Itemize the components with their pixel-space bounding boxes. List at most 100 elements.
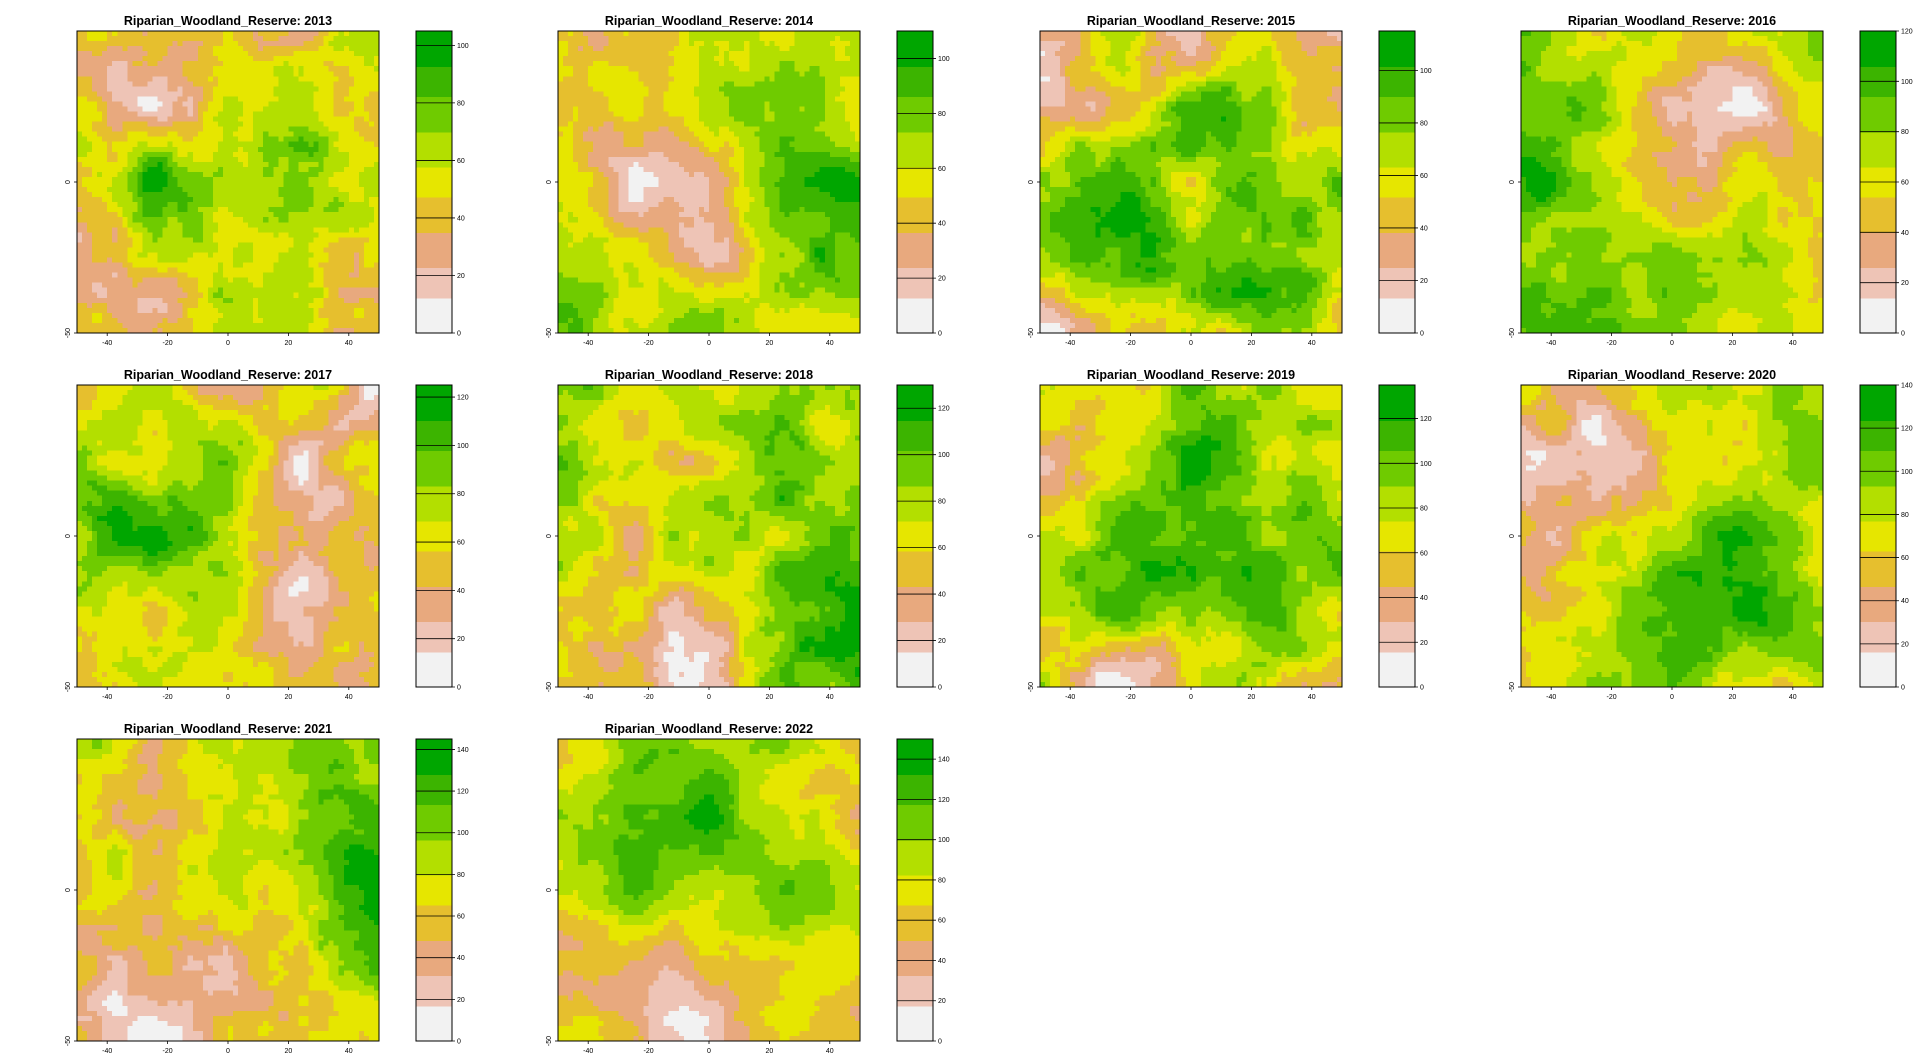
- raster-cell: [618, 106, 625, 113]
- raster-cell: [258, 66, 264, 72]
- raster-cell: [293, 91, 300, 98]
- raster-cell: [273, 322, 279, 329]
- raster-cell: [744, 56, 750, 62]
- raster-cell: [573, 56, 579, 62]
- raster-cell: [142, 146, 149, 153]
- raster-cell: [92, 161, 98, 168]
- raster-cell: [97, 262, 103, 269]
- raster-cell: [117, 307, 123, 314]
- raster-cell: [92, 307, 98, 314]
- raster-cell: [137, 91, 144, 98]
- raster-cell: [217, 66, 224, 72]
- raster-cell: [167, 317, 174, 324]
- raster-cell: [373, 232, 380, 238]
- raster-cell: [202, 182, 209, 188]
- raster-cell: [573, 106, 579, 113]
- raster-cell: [593, 91, 599, 98]
- raster-cell: [313, 317, 320, 324]
- raster-cell: [263, 242, 269, 249]
- raster-cell: [799, 111, 806, 118]
- raster-cell: [278, 166, 284, 173]
- raster-cell: [849, 121, 856, 128]
- raster-cell: [719, 96, 725, 103]
- raster-cell: [323, 106, 330, 113]
- raster-cell: [663, 66, 670, 72]
- raster-cell: [187, 257, 194, 264]
- raster-cell: [278, 197, 284, 203]
- raster-cell: [804, 101, 811, 108]
- raster-cell: [273, 131, 279, 138]
- raster-cell: [799, 131, 806, 138]
- raster-cell: [202, 247, 209, 254]
- raster-cell: [157, 76, 164, 82]
- raster-cell: [323, 277, 330, 284]
- raster-cell: [222, 171, 229, 178]
- raster-cell: [323, 46, 330, 52]
- raster-cell: [248, 156, 254, 163]
- raster-cell: [197, 292, 204, 299]
- raster-cell: [774, 136, 781, 143]
- raster-cell: [228, 257, 234, 264]
- raster-cell: [202, 76, 209, 82]
- raster-cell: [202, 287, 209, 294]
- raster-cell: [182, 81, 189, 87]
- raster-cell: [263, 287, 269, 294]
- raster-cell: [293, 156, 300, 163]
- raster-cell: [678, 31, 685, 37]
- raster-cell: [263, 217, 269, 223]
- raster-cell: [283, 46, 289, 52]
- raster-cell: [82, 46, 88, 52]
- raster-cell: [338, 36, 345, 42]
- raster-cell: [348, 91, 355, 98]
- raster-cell: [92, 66, 98, 72]
- raster-cell: [333, 277, 340, 284]
- raster-cell: [769, 76, 776, 82]
- raster-cell: [719, 51, 725, 57]
- raster-cell: [243, 312, 249, 319]
- raster-cell: [363, 126, 370, 133]
- raster-cell: [633, 96, 640, 103]
- raster-cell: [102, 202, 108, 208]
- raster-cell: [824, 86, 831, 92]
- raster-cell: [182, 131, 189, 138]
- raster-cell: [87, 182, 93, 188]
- raster-cell: [142, 51, 149, 57]
- raster-cell: [673, 61, 680, 67]
- raster-cell: [117, 257, 123, 264]
- raster-cell: [854, 81, 861, 87]
- raster-cell: [774, 66, 781, 72]
- raster-cell: [152, 327, 159, 334]
- raster-cell: [117, 187, 123, 193]
- raster-cell: [303, 247, 310, 254]
- raster-cell: [92, 222, 98, 228]
- raster-cell: [77, 272, 83, 279]
- raster-cell: [318, 106, 325, 113]
- raster-cell: [283, 202, 289, 208]
- raster-cell: [688, 91, 695, 98]
- raster-cell: [147, 192, 154, 198]
- raster-cell: [338, 166, 345, 173]
- raster-cell: [328, 272, 335, 279]
- raster-cell: [368, 312, 375, 319]
- raster-cell: [643, 96, 650, 103]
- raster-cell: [137, 252, 144, 259]
- raster-cell: [182, 212, 189, 218]
- raster-cell: [122, 257, 128, 264]
- raster-cell: [147, 156, 154, 163]
- raster-cell: [668, 66, 675, 72]
- raster-cell: [147, 297, 154, 304]
- raster-cell: [583, 81, 589, 87]
- raster-cell: [197, 277, 204, 284]
- raster-cell: [228, 272, 234, 279]
- raster-cell: [273, 187, 279, 193]
- raster-cell: [97, 317, 103, 324]
- raster-cell: [328, 106, 335, 113]
- raster-cell: [97, 141, 103, 148]
- raster-cell: [177, 217, 184, 223]
- raster-cell: [794, 101, 801, 108]
- raster-cell: [127, 252, 133, 259]
- raster-cell: [353, 322, 360, 329]
- raster-cell: [854, 51, 861, 57]
- raster-cell: [172, 56, 179, 62]
- raster-cell: [328, 222, 335, 228]
